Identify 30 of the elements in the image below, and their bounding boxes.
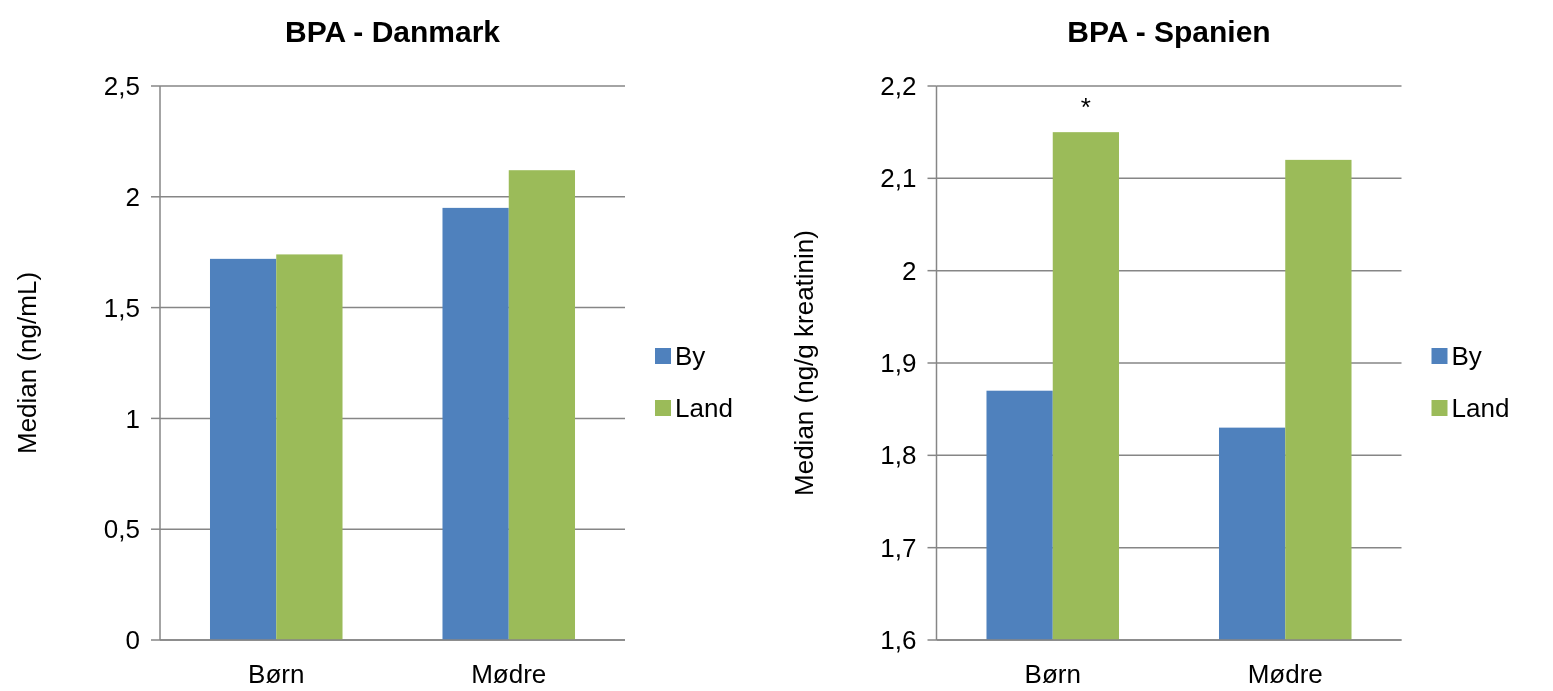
chart-title: BPA - Spanien: [1067, 15, 1271, 48]
bar: [442, 207, 509, 640]
y-tick-label: 1,8: [880, 440, 917, 471]
bar: [209, 258, 277, 640]
y-tick-label: 2: [125, 181, 140, 212]
y-axis-title: Median (ng/g kreatinin): [788, 230, 819, 496]
chart-title: BPA - Danmark: [284, 15, 501, 48]
y-tick-label: 1,7: [880, 532, 917, 563]
legend-label: Land: [1451, 393, 1510, 424]
annotation: *: [1080, 92, 1091, 123]
y-tick-label: 0: [125, 625, 140, 656]
y-tick-label: 2,1: [880, 163, 917, 194]
y-tick-label: 2: [902, 255, 917, 286]
y-tick-label: 2,2: [880, 71, 917, 102]
y-axis-title: Median (ng/mL): [12, 271, 42, 455]
y-tick-label: 0,5: [103, 514, 140, 545]
bar: [276, 254, 343, 640]
x-tick-label: Mødre: [471, 659, 547, 689]
legend-label: Land: [675, 393, 733, 424]
y-tick-label: 2,5: [103, 71, 140, 102]
legend-label: By: [1451, 341, 1482, 372]
legend-label: By: [675, 341, 706, 372]
x-tick-label: Børn: [1024, 659, 1081, 689]
y-tick-label: 1: [125, 403, 140, 434]
bar: [508, 170, 576, 640]
x-tick-label: Mødre: [1247, 659, 1323, 689]
x-tick-label: Børn: [248, 659, 305, 689]
y-tick-label: 1,5: [103, 292, 140, 323]
y-tick-label: 1,6: [880, 625, 917, 656]
y-tick-label: 1,9: [880, 348, 917, 379]
